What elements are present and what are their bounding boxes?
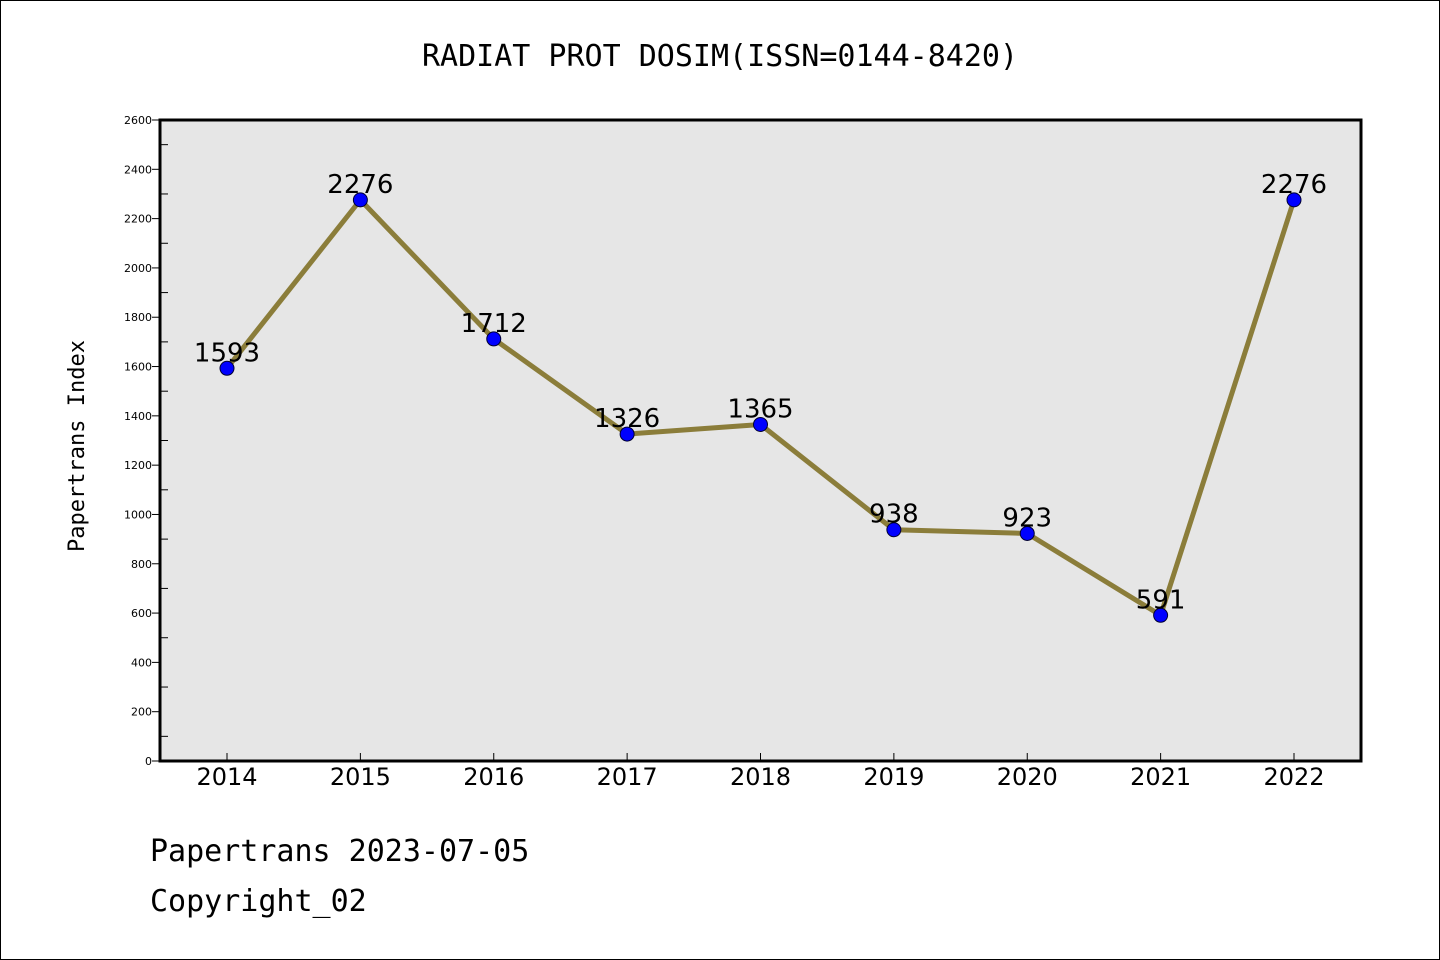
y-tick-label: 2400 xyxy=(124,163,152,176)
y-tick-label: 800 xyxy=(131,558,152,571)
data-point xyxy=(486,331,502,347)
y-tick-label: 2200 xyxy=(124,213,152,226)
y-tick-label: 1400 xyxy=(124,410,152,423)
x-tick-label: 2019 xyxy=(863,763,924,791)
data-label: 1593 xyxy=(194,338,260,368)
data-label: 591 xyxy=(1136,585,1186,615)
data-point xyxy=(1019,525,1035,541)
y-tick-label: 1000 xyxy=(124,508,152,521)
data-point xyxy=(753,416,768,432)
data-label: 923 xyxy=(1002,503,1052,533)
data-point xyxy=(886,522,902,538)
x-tick-label: 2018 xyxy=(730,763,791,791)
y-axis-label: Papertrans Index xyxy=(65,340,90,552)
y-tick-label: 2600 xyxy=(124,114,152,127)
x-tick-label: 2017 xyxy=(597,763,658,791)
x-tick-label: 2022 xyxy=(1263,763,1324,791)
y-tick-label: 1200 xyxy=(124,459,152,472)
y-tick-label: 1600 xyxy=(124,361,152,374)
data-label: 1712 xyxy=(461,309,527,339)
data-label: 1326 xyxy=(594,404,660,434)
data-point xyxy=(352,192,368,208)
x-tick-label: 2015 xyxy=(330,763,391,791)
x-axis: 2014 2015 2016 2017 2018 2019 2020 2021 2022 xyxy=(196,753,1325,791)
data-point xyxy=(1153,607,1169,623)
y-axis: 0 200 400 600 800 1000 1200 1400 1600 1800 2000 220… xyxy=(124,114,168,768)
x-tick-label: 2014 xyxy=(196,763,257,791)
marker-group xyxy=(219,192,1302,623)
y-tick-label: 400 xyxy=(131,656,152,669)
footer-source: Papertrans 2023-07-05 xyxy=(150,834,530,869)
x-tick-label: 2021 xyxy=(1130,763,1191,791)
data-point xyxy=(1286,192,1302,208)
chart-title: RADIAT PROT DOSIM(ISSN=0144-8420) xyxy=(422,39,1018,74)
y-tick-label: 1800 xyxy=(124,311,152,324)
plot-area xyxy=(158,118,1363,763)
data-point xyxy=(619,426,635,442)
x-tick-label: 2016 xyxy=(463,763,524,791)
y-tick-label: 200 xyxy=(131,706,152,719)
y-tick-label: 2000 xyxy=(124,262,152,275)
data-point xyxy=(219,360,235,376)
y-tick-label: 600 xyxy=(131,607,152,620)
x-tick-label: 2020 xyxy=(997,763,1058,791)
data-label: 2276 xyxy=(327,170,393,200)
data-label-group: 1593 2276 1712 1326 1365 938 923 591 2276 xyxy=(194,170,1327,615)
data-label: 938 xyxy=(869,500,919,530)
data-label: 2276 xyxy=(1261,170,1327,200)
y-tick-label: 0 xyxy=(145,755,152,768)
data-label: 1365 xyxy=(727,394,793,424)
footer-copyright: Copyright_02 xyxy=(150,884,367,919)
